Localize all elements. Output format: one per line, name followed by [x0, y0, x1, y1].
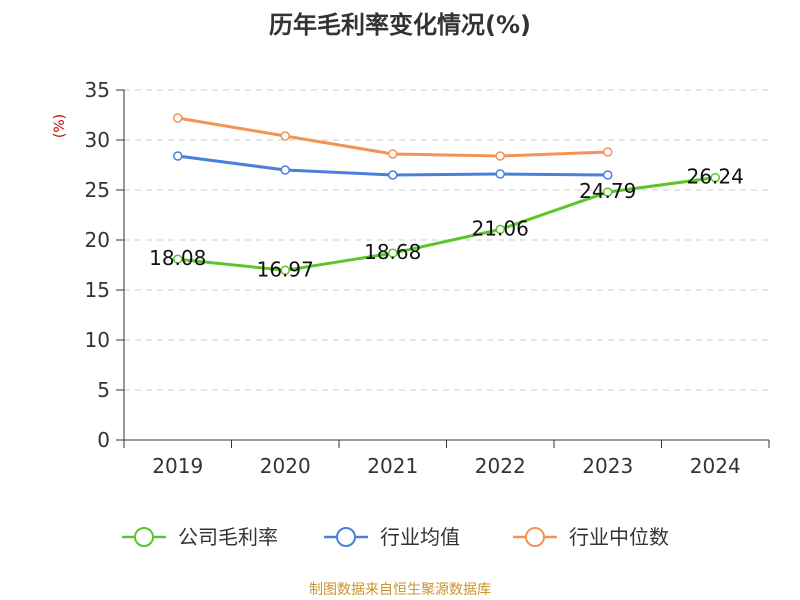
legend-marker: [525, 527, 545, 547]
y-axis-unit-label: (%): [52, 114, 68, 138]
y-tick-label: 30: [85, 128, 110, 152]
axes: 0 5 10 15 20 25 30 35 2019 2020 2021 2022 2023 2024: [85, 78, 770, 478]
data-point: [280, 165, 290, 175]
legend: 公司毛利率 行业均值 行业中位数: [122, 525, 669, 549]
y-tick-label: 5: [97, 378, 110, 402]
data-labels: 18.08 16.97 18.68 21.06 24.79 26.24: [149, 165, 744, 282]
data-point: [710, 172, 720, 183]
data-label: 16.97: [257, 257, 314, 281]
data-point: [280, 265, 290, 276]
source-note: 制图数据来自恒生聚源数据库: [309, 582, 491, 598]
data-label: 21.06: [472, 216, 529, 240]
y-tick-label: 35: [85, 78, 110, 102]
y-tick-label: 0: [97, 428, 110, 452]
chart-title: 历年毛利率变化情况(%): [269, 11, 531, 39]
data-label: 18.08: [149, 246, 206, 270]
data-label: 24.79: [579, 179, 636, 203]
data-point: [388, 170, 398, 180]
y-tick-label: 15: [85, 278, 110, 302]
data-point: [173, 113, 183, 123]
data-point: [388, 248, 398, 258]
legend-marker: [134, 527, 154, 547]
x-tick-label: 2019: [152, 454, 203, 478]
x-tick-label: 2024: [690, 454, 741, 478]
data-point: [603, 187, 613, 197]
x-tick-label: 2021: [367, 454, 418, 478]
x-tick-label: 2023: [582, 454, 633, 478]
series-line-0: [176, 176, 717, 272]
x-tick-label: 2022: [475, 454, 526, 478]
data-point: [280, 131, 290, 141]
data-point: [173, 151, 183, 161]
data-point: [495, 224, 505, 235]
legend-label: 行业均值: [380, 525, 460, 549]
data-label: 26.24: [687, 165, 744, 189]
data-label: 18.68: [364, 240, 421, 264]
y-tick-label: 20: [85, 228, 110, 252]
data-point: [603, 147, 613, 157]
y-tick-label: 10: [85, 328, 110, 352]
data-point: [495, 169, 505, 179]
data-point: [173, 254, 183, 264]
legend-marker: [336, 527, 356, 547]
series-lines: [173, 113, 720, 276]
legend-label: 公司毛利率: [178, 525, 278, 549]
y-tick-label: 25: [85, 178, 110, 202]
data-point: [388, 149, 398, 159]
legend-label: 行业中位数: [569, 525, 669, 549]
data-point: [495, 151, 505, 161]
data-point: [603, 170, 613, 180]
x-tick-label: 2020: [260, 454, 311, 478]
